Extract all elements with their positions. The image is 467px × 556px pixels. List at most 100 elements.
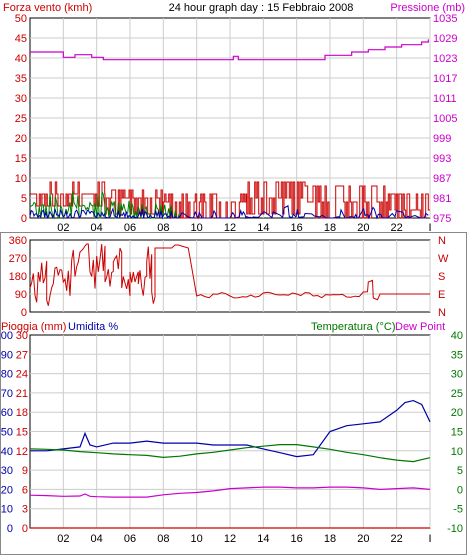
temperature-y-tick-label: 15 [451,427,463,439]
humidity-y-tick-label: 0 [7,523,13,535]
direction-y-tick-label: 360 [9,235,27,247]
humidity-y-tick-label: 30 [1,465,13,477]
x-tick-label-bottom: 12 [224,533,236,545]
rain-y-tick-label: 27 [16,349,28,361]
rain-y-tick-label: 18 [16,407,28,419]
humidity-y-tick-label: 70 [1,388,13,400]
humidity-y-tick-label: 50 [1,427,13,439]
humidity-y-tick-label: 90 [1,349,13,361]
pressure-y-tick-label: 999 [433,133,451,145]
rain-y-tick-label: 6 [22,484,28,496]
wind-y-tick-label: 45 [15,33,27,45]
wind-y-tick-label: 20 [15,133,27,145]
pressure-y-tick-label: 1029 [433,33,457,45]
dewpoint-series [29,486,431,498]
x-tick-label-bottom: 08 [157,533,169,545]
pressure-y-tick-label: 1035 [433,13,457,25]
x-tick-label-top: 12 [224,222,236,234]
wind-y-tick-label: 5 [21,193,27,205]
wind-y-tick-label: 0 [21,213,27,225]
humidity-y-tick-label: 10 [1,504,13,516]
humidity-y-tick-label: 60 [1,407,13,419]
wind-direction-series [29,243,430,306]
direction-y-tick-label: 270 [9,253,27,265]
direction-compass-label: W [438,253,449,265]
x-tick-label-top: 02 [57,222,69,234]
temperature-y-tick-label: 30 [451,369,463,381]
x-tick-label-top: 18 [324,222,336,234]
rain-y-tick-label: 0 [22,523,28,535]
direction-compass-label: E [438,289,445,301]
x-tick-label-top: 08 [157,222,169,234]
x-tick-label-bottom: 20 [357,533,369,545]
rain-y-tick-label: 3 [22,504,28,516]
wind-speed-series [30,181,430,219]
rain-y-tick-label: 9 [22,465,28,477]
temperature-y-tick-label: 40 [451,330,463,342]
rain-axis-label: Pioggia (mm) [1,321,66,333]
humidity-series [30,399,431,458]
wind-y-tick-label: 30 [15,93,27,105]
wind-y-tick-label: 15 [15,153,27,165]
wind-y-tick-label: 25 [15,113,27,125]
temperature-y-tick-label: 25 [451,388,463,400]
rain-y-tick-label: 12 [16,446,28,458]
tick-labels: 02 04 06 08 10 12 14 16 18 20 22 I02 04 06 08 10 12 14 16 1… [0,13,463,545]
temperature-series [29,444,431,463]
temperature-y-tick-label: 10 [451,446,463,458]
humidity-y-tick-label: 40 [1,446,13,458]
x-tick-label-top: I [428,222,431,234]
x-tick-label-bottom: 16 [291,533,303,545]
x-tick-label-top: 16 [291,222,303,234]
wind-avg-blue-series [29,205,429,220]
temperature-y-tick-label: 5 [457,465,463,477]
wind-y-tick-label: 40 [15,53,27,65]
pressure-y-tick-label: 993 [433,153,451,165]
temperature-y-tick-label: 0 [457,484,463,496]
humidity-y-tick-label: 20 [1,484,13,496]
dewpoint-axis-label: Dew Point [395,321,445,333]
direction-compass-label: N [438,307,446,319]
temperature-y-tick-label: 20 [451,407,463,419]
direction-compass-label: S [438,271,445,283]
direction-compass-label: N [438,235,446,247]
chart-marks [29,39,431,529]
humidity-y-tick-label: 100 [0,330,13,342]
pressure-y-tick-label: 987 [433,173,451,185]
rain-y-tick-label: 15 [16,427,28,439]
rain-y-tick-label: 21 [16,388,28,400]
humidity-axis-label: Umidita % [68,321,118,333]
pressure-y-tick-label: 1005 [433,113,457,125]
temperature-axis-label: Temperatura (°C) [311,321,395,333]
x-tick-label-top: 06 [124,222,136,234]
wind-y-tick-label: 10 [15,173,27,185]
wind-axis-label: Forza vento (kmh) [3,2,92,14]
humidity-y-tick-label: 80 [1,369,13,381]
direction-y-tick-label: 180 [9,271,27,283]
rain-y-tick-label: 30 [16,330,28,342]
pressure-y-tick-label: 975 [433,213,451,225]
direction-y-tick-label: 90 [15,289,27,301]
x-tick-label-bottom: 06 [124,533,136,545]
x-tick-label-bottom: 10 [191,533,203,545]
x-tick-label-top: 10 [191,222,203,234]
temperature-y-tick-label: 35 [451,349,463,361]
rain-y-tick-label: 24 [16,369,28,381]
x-tick-label-top: 14 [257,222,269,234]
x-tick-label-top: 04 [91,222,103,234]
temperature-y-tick-label: -10 [447,523,463,535]
pressure-y-tick-label: 1017 [433,73,457,85]
x-tick-label-bottom: 22 [391,533,403,545]
pressure-y-tick-label: 1011 [433,93,457,105]
x-tick-label-bottom: 04 [91,533,103,545]
direction-y-tick-label: 0 [21,307,27,319]
pressure-series [30,39,429,61]
x-tick-label-top: 20 [357,222,369,234]
x-tick-label-bottom: 14 [257,533,269,545]
pressure-axis-label: Pressione (mb) [390,2,465,14]
x-tick-label-top: 22 [391,222,403,234]
pressure-y-tick-label: 1023 [433,53,457,65]
x-tick-label-bottom: 02 [57,533,69,545]
